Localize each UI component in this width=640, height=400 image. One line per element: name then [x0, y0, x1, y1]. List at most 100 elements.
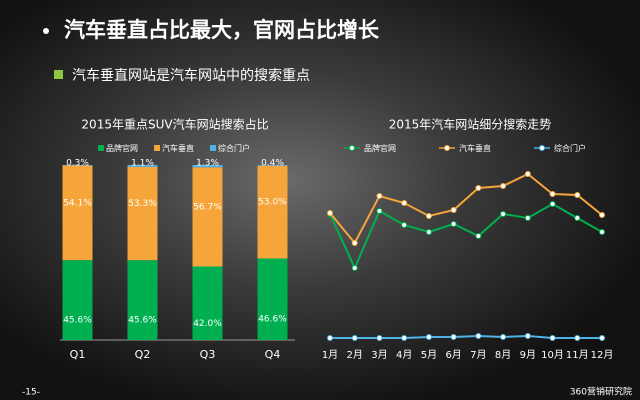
bar-segment	[192, 165, 223, 168]
legend-swatch	[210, 145, 216, 151]
value-label: 0.3%	[66, 159, 89, 169]
bar-segment	[257, 165, 288, 166]
point	[500, 334, 507, 340]
value-label: 45.6%	[128, 316, 157, 326]
point	[351, 240, 358, 246]
bar-segment	[192, 266, 223, 340]
bar-segment	[62, 165, 93, 261]
legend-label: 汽车垂直	[162, 143, 194, 153]
point	[574, 335, 581, 341]
chart-title: 2015年汽车网站细分搜索走势	[389, 117, 552, 132]
point	[574, 192, 581, 198]
point	[401, 200, 408, 206]
point	[327, 210, 333, 216]
point	[425, 213, 432, 219]
point	[475, 333, 482, 339]
legend-marker	[444, 145, 450, 151]
slide-title: 汽车垂直占比最大，官网占比增长	[64, 18, 380, 42]
bar-segment	[192, 167, 223, 267]
series-line	[329, 172, 603, 245]
value-label: 0.4%	[261, 159, 284, 169]
value-label: 56.7%	[193, 202, 222, 212]
x-tick-label: 9月	[520, 349, 536, 361]
point	[450, 207, 457, 213]
value-label: 1.3%	[196, 159, 219, 169]
point	[574, 215, 581, 221]
point	[425, 229, 432, 235]
bar-segment	[127, 166, 158, 261]
x-tick-label: 8月	[495, 349, 511, 361]
title-dot	[43, 28, 49, 34]
point	[599, 335, 605, 341]
x-tick-label: 10月	[541, 349, 564, 361]
point	[549, 191, 556, 197]
legend-label: 品牌官网	[106, 143, 138, 153]
x-tick-label: 2月	[347, 349, 363, 361]
brand: 360营销研究院	[570, 386, 632, 398]
value-label: 45.6%	[63, 316, 92, 326]
bar-segment	[127, 260, 158, 340]
x-tick-label: 11月	[566, 349, 589, 361]
bullet-text: 汽车垂直网站是汽车网站中的搜索重点	[72, 67, 310, 84]
value-label: 53.3%	[128, 199, 157, 209]
x-tick-label: 1月	[322, 349, 338, 361]
point	[376, 193, 383, 199]
x-tick-label: Q1	[70, 348, 86, 361]
bar-segment	[257, 165, 288, 259]
x-tick-label: 5月	[421, 349, 437, 361]
legend-label: 综合门户	[218, 143, 250, 153]
point	[500, 183, 507, 189]
point	[351, 265, 358, 271]
point	[376, 208, 383, 214]
point	[500, 211, 507, 217]
point	[549, 201, 556, 207]
x-tick-label: Q2	[135, 348, 151, 361]
page-number: -15-	[22, 388, 40, 398]
point	[351, 335, 358, 341]
value-label: 1.1%	[131, 159, 154, 169]
bar-segment	[127, 165, 158, 167]
point	[599, 229, 605, 235]
series-line	[330, 334, 602, 339]
x-tick-label: 7月	[470, 349, 486, 361]
x-tick-label: Q4	[265, 348, 281, 361]
point	[450, 334, 457, 340]
bar-segment	[62, 165, 93, 166]
point	[475, 185, 482, 191]
value-label: 46.6%	[258, 315, 287, 325]
legend-swatch	[154, 145, 160, 151]
value-label: 53.0%	[258, 198, 287, 208]
point	[524, 171, 531, 177]
value-label: 54.1%	[63, 198, 92, 208]
series-line	[329, 202, 603, 271]
legend-marker	[539, 145, 545, 151]
point	[524, 333, 531, 339]
bullet-square	[54, 70, 63, 79]
point	[376, 335, 383, 341]
x-tick-label: Q3	[200, 348, 216, 361]
legend-label: 品牌官网	[364, 143, 396, 153]
legend-label: 汽车垂直	[459, 143, 491, 153]
point	[327, 335, 333, 341]
legend-swatch	[98, 145, 104, 151]
legend-marker	[349, 145, 355, 151]
point	[524, 215, 531, 221]
x-tick-label: 4月	[396, 349, 412, 361]
point	[599, 212, 605, 218]
point	[450, 221, 457, 227]
point	[401, 335, 408, 341]
bar-segment	[257, 258, 288, 340]
point	[475, 233, 482, 239]
chart-title: 2015年重点SUV汽车网站搜索占比	[81, 117, 268, 132]
point	[549, 335, 556, 341]
x-tick-label: 12月	[591, 349, 614, 361]
value-label: 42.0%	[193, 319, 222, 329]
x-tick-label: 3月	[371, 349, 387, 361]
point	[425, 334, 432, 340]
bar-segment	[62, 260, 93, 340]
point	[401, 222, 408, 228]
x-tick-label: 6月	[445, 349, 461, 361]
legend-label: 综合门户	[554, 143, 586, 153]
